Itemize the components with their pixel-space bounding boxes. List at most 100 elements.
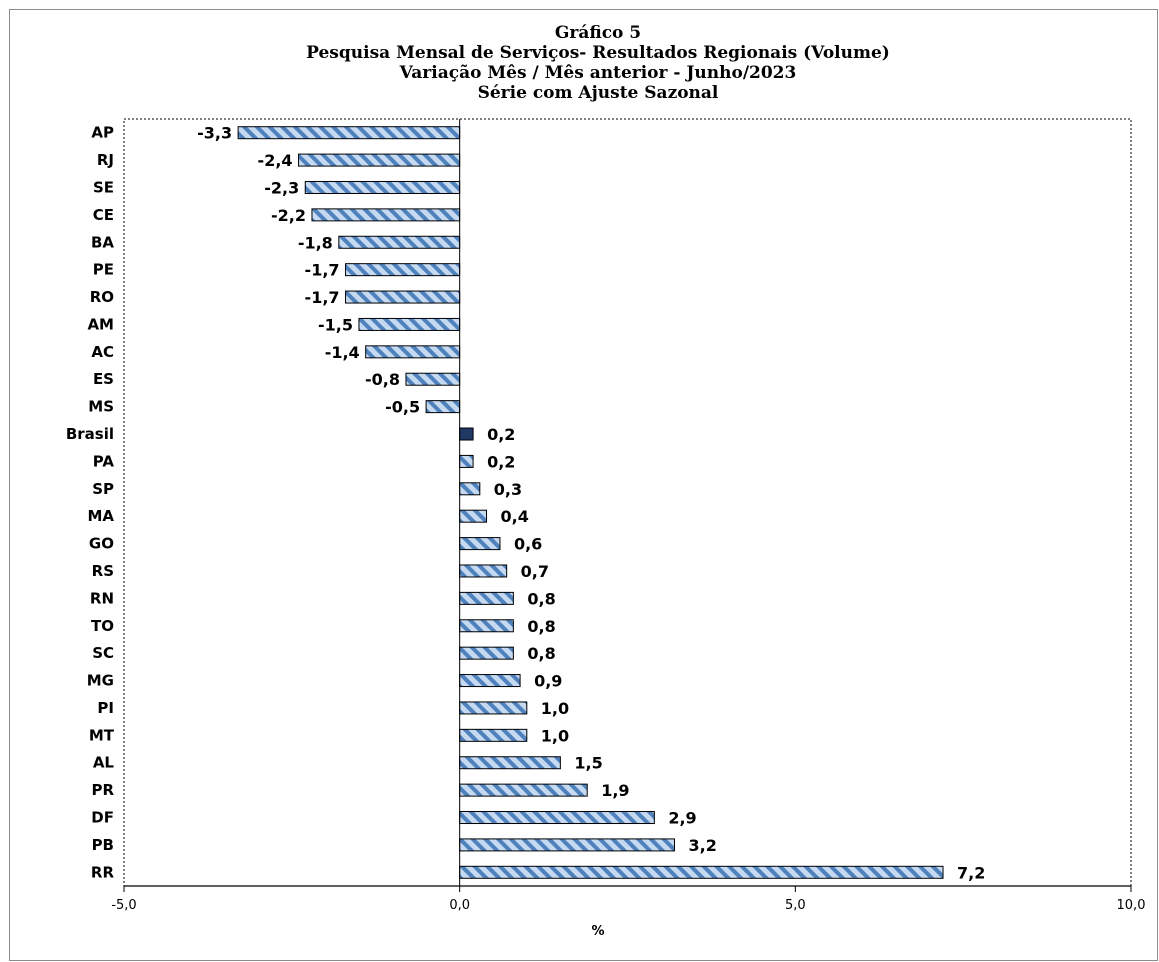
bar-rn (459, 591, 514, 605)
category-label-es: ES (93, 370, 114, 388)
value-label-rj: -2,4 (258, 151, 293, 170)
category-label-to: TO (91, 617, 114, 635)
value-label-brasil: 0,2 (487, 425, 515, 444)
value-label-pb: 3,2 (688, 836, 716, 855)
chart-title-line-3: Variação Mês / Mês anterior - Junho/2023 (399, 63, 797, 83)
value-label-ro: -1,7 (305, 288, 340, 307)
category-label-ap: AP (91, 124, 114, 142)
bar-go (459, 537, 501, 551)
bar-al (459, 756, 561, 770)
category-label-ce: CE (93, 206, 114, 224)
bar-ce (311, 208, 461, 222)
category-label-ba: BA (91, 233, 114, 251)
value-label-ba: -1,8 (298, 233, 333, 252)
value-label-go: 0,6 (514, 535, 542, 554)
bar-brasil (459, 427, 474, 441)
value-label-ce: -2,2 (271, 206, 306, 225)
bar-rj (298, 153, 461, 167)
category-label-se: SE (93, 178, 114, 196)
bar-to (459, 619, 514, 633)
category-label-go: GO (89, 535, 114, 553)
value-label-mg: 0,9 (534, 672, 562, 691)
value-labels: -3,3 -2,4 -2,3 -2,2 -1,8 -1,7 -1,7 -1,5 -1,4 -0,8… (197, 124, 985, 883)
value-label-es: -0,8 (365, 370, 400, 389)
value-label-sp: 0,3 (494, 480, 522, 499)
bar-se (304, 180, 461, 194)
category-label-rr: RR (91, 863, 115, 881)
bar-pe (345, 263, 461, 277)
x-tick-label: 10,0 (1117, 898, 1146, 913)
bar-rr (459, 865, 944, 879)
value-label-rr: 7,2 (957, 863, 985, 882)
x-axis-title: % (591, 924, 604, 939)
bar-am (358, 317, 461, 331)
x-tick-label: 5,0 (785, 898, 806, 913)
bar-ap (237, 126, 461, 140)
bar-ro (345, 290, 461, 304)
category-label-brasil: Brasil (66, 425, 114, 443)
category-label-df: DF (91, 809, 114, 827)
value-label-al: 1,5 (574, 754, 602, 773)
category-label-pe: PE (93, 261, 114, 279)
category-labels: AP RJ SE CE BA PE RO AM AC ES MS Brasil PA SP MA GO RS RN… (66, 124, 115, 882)
category-label-ac: AC (91, 343, 114, 361)
category-label-rn: RN (90, 589, 114, 607)
chart-frame (9, 9, 1158, 961)
bar-ac (365, 345, 461, 359)
plot-area (123, 118, 1132, 887)
category-label-ma: MA (87, 507, 114, 525)
value-label-to: 0,8 (527, 617, 555, 636)
category-label-pr: PR (91, 781, 114, 799)
category-label-sp: SP (92, 480, 114, 498)
value-label-rn: 0,8 (527, 589, 555, 608)
value-label-mt: 1,0 (541, 726, 569, 745)
category-label-pb: PB (92, 836, 114, 854)
value-label-se: -2,3 (264, 178, 299, 197)
chart-title-line-1: Gráfico 5 (555, 23, 641, 43)
value-label-sc: 0,8 (527, 644, 555, 663)
value-label-rs: 0,7 (521, 562, 549, 581)
bar-pr (459, 783, 588, 797)
bar-ma (459, 509, 488, 523)
bar-pi (459, 701, 528, 715)
bar-rs (459, 564, 508, 578)
category-label-rj: RJ (97, 151, 114, 169)
category-label-pi: PI (97, 699, 114, 717)
category-label-pa: PA (93, 452, 115, 470)
bar-mt (459, 728, 528, 742)
value-label-ma: 0,4 (501, 507, 529, 526)
bar-pb (459, 838, 675, 852)
bar-sp (459, 482, 481, 496)
category-label-mg: MG (87, 672, 114, 690)
category-label-mt: MT (89, 726, 115, 744)
value-label-ac: -1,4 (325, 343, 360, 362)
value-label-ap: -3,3 (197, 124, 232, 143)
bar-ms (425, 400, 461, 414)
bar-ba (338, 235, 461, 249)
bar-mg (459, 674, 521, 688)
category-label-rs: RS (92, 562, 114, 580)
category-label-sc: SC (92, 644, 114, 662)
category-label-am: AM (87, 315, 114, 333)
bar-es (405, 372, 461, 386)
chart-title-line-4: Série com Ajuste Sazonal (478, 83, 719, 103)
x-tick-label: 0,0 (449, 898, 470, 913)
bar-df (459, 811, 655, 825)
value-label-pe: -1,7 (305, 261, 340, 280)
category-label-al: AL (93, 754, 115, 772)
category-label-ms: MS (88, 398, 114, 416)
bar-sc (459, 646, 514, 660)
value-label-pa: 0,2 (487, 452, 515, 471)
value-label-pr: 1,9 (601, 781, 629, 800)
category-label-ro: RO (90, 288, 114, 306)
bar-pa (459, 454, 474, 468)
value-label-ms: -0,5 (385, 398, 420, 417)
x-axis: -5,0 0,0 5,0 10,0% (111, 119, 1145, 939)
value-label-df: 2,9 (668, 809, 696, 828)
x-tick-label: -5,0 (111, 898, 136, 913)
chart-title-line-2: Pesquisa Mensal de Serviços- Resultados … (306, 43, 890, 63)
value-label-pi: 1,0 (541, 699, 569, 718)
value-label-am: -1,5 (318, 315, 353, 334)
